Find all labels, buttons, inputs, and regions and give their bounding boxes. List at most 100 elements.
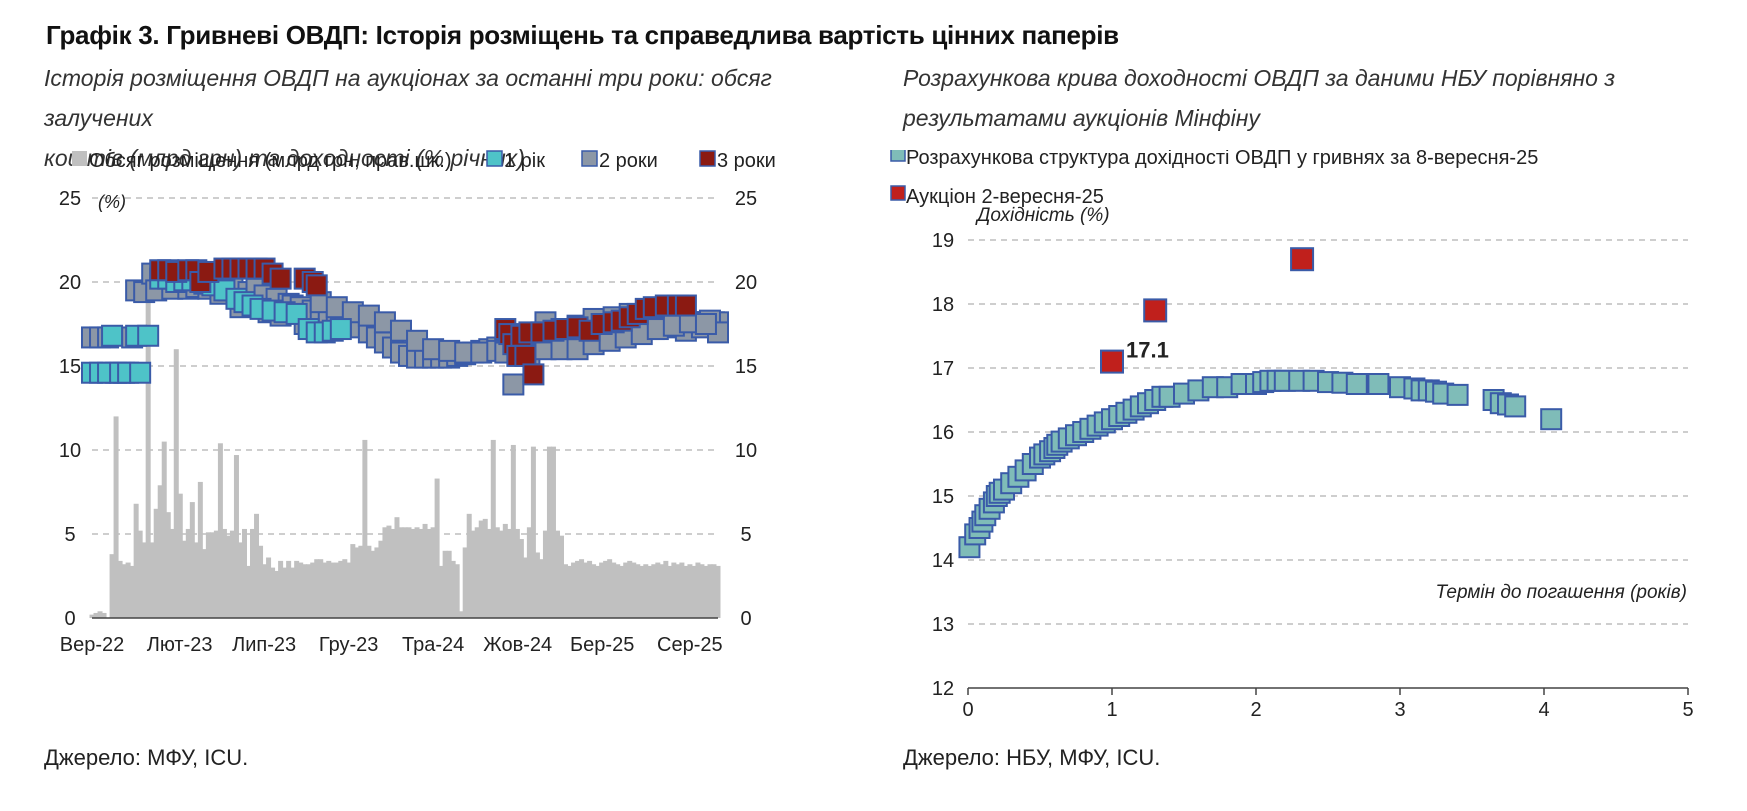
volume-bar (615, 564, 621, 618)
volume-bar (93, 612, 99, 618)
volume-bar (627, 560, 633, 618)
volume-bar (362, 439, 368, 618)
x-tick-label: 2 (1250, 699, 1261, 721)
volume-bar (109, 554, 115, 618)
volume-bar (635, 564, 641, 618)
volume-bar (707, 564, 713, 618)
volume-bar (398, 527, 404, 618)
legend-label: Обсяг розміщення (млрд грн, прав.шк.) (89, 150, 452, 172)
volume-bar (426, 528, 432, 618)
volume-bar (583, 562, 589, 618)
volume-bar (390, 528, 396, 618)
yield-3y-marker (305, 274, 328, 297)
volume-bar (563, 564, 569, 618)
volume-bar (246, 565, 251, 618)
volume-bar (559, 535, 564, 618)
volume-bar (623, 562, 629, 618)
volume-bar (149, 542, 155, 618)
volume-bar (153, 508, 159, 618)
y-tick-label: 14 (932, 550, 954, 572)
right-subtitle-line-2: результатами аукціонів Мінфіну (903, 105, 1260, 131)
y-unit-label: (%) (98, 192, 126, 212)
volume-bar (334, 562, 340, 618)
volume-bar (221, 528, 227, 618)
volume-bar (282, 567, 288, 618)
x-tick-label: 5 (1682, 699, 1693, 721)
volume-bar (414, 527, 420, 618)
legend-label: Розрахункова структура дохідності ОВДП у… (906, 150, 1538, 169)
legend-label: 1 рік (504, 150, 545, 172)
volume-bar (117, 560, 123, 618)
volume-bar (699, 564, 705, 618)
legend-label: 2 роки (599, 150, 658, 172)
volume-bar (687, 564, 693, 618)
volume-bar (647, 565, 653, 618)
left-y-tick-label: 5 (64, 524, 75, 546)
volume-bar (498, 530, 504, 618)
volume-bar (631, 562, 637, 618)
volume-bar (446, 550, 452, 618)
volume-bar (229, 530, 235, 618)
auction-marker (1143, 298, 1168, 323)
volume-bar (490, 439, 496, 618)
volume-bar (402, 527, 408, 618)
volume-bar (350, 544, 356, 618)
y-tick-label: 12 (932, 678, 954, 700)
volume-bar (410, 528, 416, 618)
volume-bar (458, 611, 464, 618)
volume-bar (546, 446, 552, 618)
volume-bar (502, 523, 508, 618)
volume-bar (550, 446, 556, 618)
volume-bar (233, 455, 239, 618)
x-tick-label: Бер-25 (570, 634, 634, 656)
volume-bar (346, 562, 352, 618)
y-tick-label: 19 (932, 230, 954, 252)
x-tick-label: 1 (1106, 699, 1117, 721)
volume-bar (595, 565, 601, 618)
volume-bar (254, 513, 260, 618)
volume-bar (173, 349, 179, 618)
volume-bar (667, 565, 673, 618)
volume-bar (97, 611, 103, 618)
volume-bar (290, 567, 296, 618)
volume-bar (374, 547, 380, 618)
right-y-tick-label: 25 (735, 188, 757, 210)
volume-bar (201, 549, 207, 618)
volume-bar (703, 565, 709, 618)
volume-bar (318, 559, 324, 618)
fair-value-curve-marker (1504, 395, 1527, 418)
volume-bar (542, 530, 548, 618)
volume-bar (241, 528, 247, 618)
volume-bar (715, 565, 721, 618)
volume-bar (482, 518, 488, 618)
volume-bar (378, 540, 384, 618)
volume-bar (406, 527, 412, 618)
x-tick-label: Тра-24 (402, 634, 464, 656)
volume-bar (655, 562, 661, 618)
auction-marker (1290, 247, 1315, 272)
legend-swatch (581, 150, 598, 167)
volume-bar (366, 545, 372, 618)
left-y-tick-label: 15 (59, 356, 81, 378)
volume-bar (538, 559, 544, 618)
yield-1y-marker (101, 324, 124, 347)
fair-value-curve-marker (1345, 373, 1368, 395)
volume-bar (314, 559, 320, 618)
y-tick-label: 18 (932, 294, 954, 316)
volume-bar (322, 562, 328, 618)
right-y-tick-label: 5 (740, 524, 751, 546)
legend-swatch (890, 150, 906, 162)
volume-bar (599, 562, 605, 618)
volume-bar (494, 527, 500, 618)
volume-bar (326, 560, 332, 618)
volume-bar (237, 542, 243, 618)
volume-bar (225, 535, 231, 618)
volume-bar (286, 560, 292, 618)
volume-bar (603, 560, 609, 618)
volume-bar (434, 478, 440, 618)
left-y-tick-label: 25 (59, 188, 81, 210)
volume-bar (506, 528, 512, 618)
volume-bar (554, 530, 560, 618)
volume-bar (306, 564, 312, 618)
volume-bar (161, 441, 167, 618)
